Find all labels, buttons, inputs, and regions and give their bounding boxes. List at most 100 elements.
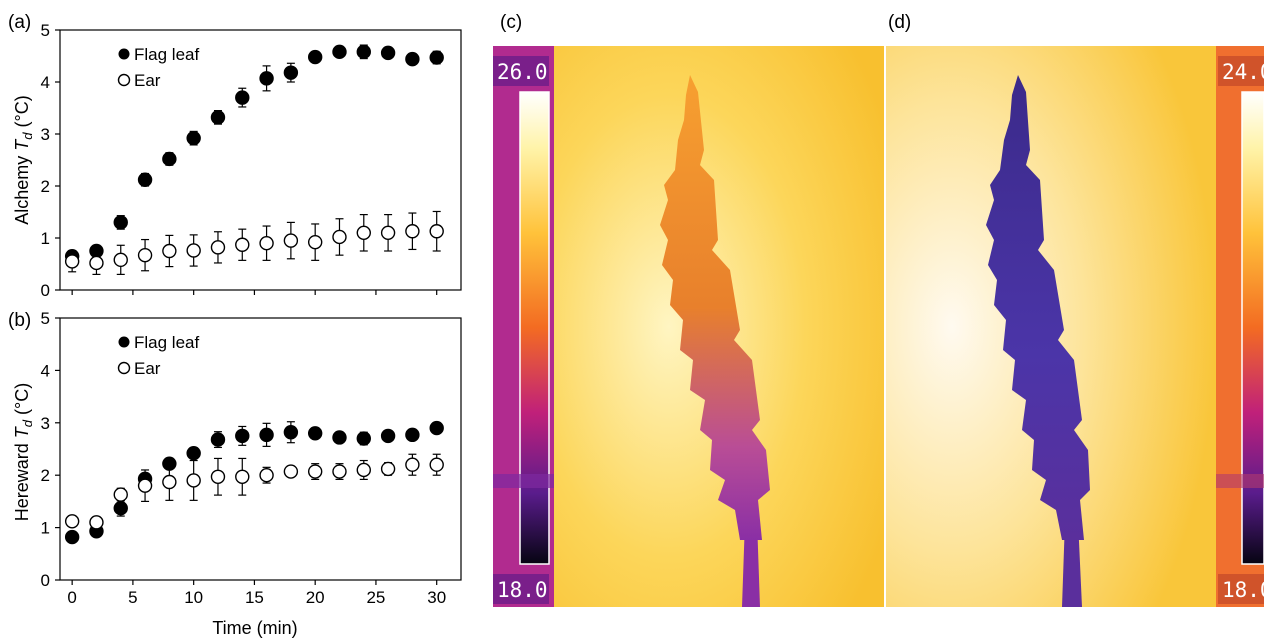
legend-a-ear-marker xyxy=(117,73,131,87)
x-tick-label: 0 xyxy=(67,588,76,607)
legend-b-flag-leaf-label: Flag leaf xyxy=(134,333,199,352)
point-ear xyxy=(210,469,226,484)
point-ear xyxy=(259,468,274,483)
point-flag-leaf xyxy=(429,420,444,436)
point-flag-leaf xyxy=(186,130,201,146)
point-ear xyxy=(235,237,250,252)
point-flag-leaf xyxy=(283,425,299,440)
point-flag-leaf xyxy=(332,44,347,60)
point-flag-leaf xyxy=(380,45,396,61)
y-tick-label: 0 xyxy=(41,281,50,300)
panel-label-a: (a) xyxy=(8,12,31,33)
point-ear xyxy=(307,234,323,250)
point-flag-leaf xyxy=(162,456,177,471)
point-ear xyxy=(332,464,347,479)
x-tick-label: 25 xyxy=(366,588,385,607)
point-ear xyxy=(356,225,371,241)
point-flag-leaf xyxy=(429,50,444,65)
point-ear xyxy=(113,487,128,502)
point-flag-leaf xyxy=(259,71,274,86)
point-ear xyxy=(283,233,299,248)
point-flag-leaf xyxy=(405,427,420,443)
points-b xyxy=(64,420,444,545)
point-ear xyxy=(429,457,444,472)
legend-b-flag-leaf-marker xyxy=(118,336,130,348)
point-ear xyxy=(235,469,250,484)
point-ear xyxy=(332,229,347,245)
point-flag-leaf xyxy=(259,427,274,443)
point-flag-leaf xyxy=(380,428,396,444)
plot-frame-a xyxy=(59,29,462,291)
point-flag-leaf xyxy=(332,430,347,445)
chart-b: (b) 0 1 2 3 4 5 0 5 10 15 20 25 30 Flag leaf Ear Her… xyxy=(8,309,462,638)
colorbar-min-box-c xyxy=(493,574,549,604)
point-ear xyxy=(429,224,444,239)
colorbar-min-d: 18.0 xyxy=(1222,578,1264,602)
legend-b: Flag leaf Ear xyxy=(117,333,199,378)
colorbar-c xyxy=(519,91,550,565)
stripe-d xyxy=(1216,474,1264,488)
point-ear xyxy=(380,225,396,241)
point-ear xyxy=(89,255,104,271)
point-ear xyxy=(405,457,420,472)
point-flag-leaf xyxy=(307,49,323,65)
y-tick-label: 1 xyxy=(41,229,50,248)
point-flag-leaf xyxy=(113,501,128,516)
point-flag-leaf xyxy=(113,215,128,230)
point-flag-leaf xyxy=(235,428,250,444)
point-ear xyxy=(186,473,201,488)
point-flag-leaf xyxy=(186,445,201,461)
legend-a-flag-leaf-label: Flag leaf xyxy=(134,45,199,64)
point-ear xyxy=(380,461,396,477)
legend-a-ear-label: Ear xyxy=(134,71,161,90)
point-flag-leaf xyxy=(283,65,299,80)
point-flag-leaf xyxy=(89,243,104,259)
wheat-ear-d xyxy=(986,75,1090,540)
plot-frame-b xyxy=(59,317,462,581)
point-flag-leaf xyxy=(64,529,80,545)
point-ear xyxy=(356,462,371,478)
point-flag-leaf xyxy=(137,172,153,187)
point-ear xyxy=(162,243,177,259)
point-flag-leaf xyxy=(405,51,420,67)
x-axis-title: Time (min) xyxy=(212,618,297,638)
point-flag-leaf xyxy=(210,432,226,447)
point-ear xyxy=(283,464,299,479)
chart-a: (a) 0 1 2 3 4 5 Flag leaf Ear Alchemy Td (°C) xyxy=(8,12,462,300)
panel-label-d: (d) xyxy=(888,12,911,33)
point-ear xyxy=(137,478,153,493)
point-ear xyxy=(307,464,323,479)
y-tick-label: 0 xyxy=(41,571,50,590)
y-tick-label: 3 xyxy=(41,125,50,144)
y-tick-label: 2 xyxy=(41,177,50,196)
y-axis-title-b: Hereward Td (°C) xyxy=(12,383,35,521)
x-tick-label: 5 xyxy=(128,588,137,607)
panel-label-b: (b) xyxy=(8,310,31,331)
point-ear xyxy=(137,247,153,263)
point-flag-leaf xyxy=(356,44,371,60)
y-tick-label: 4 xyxy=(41,73,50,92)
colorbar-max-c: 26.0 xyxy=(497,60,548,84)
wheat-ear-c xyxy=(660,75,770,540)
point-flag-leaf xyxy=(307,426,323,441)
axes-a: 0 1 2 3 4 5 xyxy=(41,21,462,300)
thermal-image-c: (c) 26.0 18.0 xyxy=(493,12,884,607)
wheat-stem-c xyxy=(742,520,760,607)
x-tick-label: 15 xyxy=(245,588,264,607)
point-flag-leaf xyxy=(235,90,250,105)
colorbar-min-box-d xyxy=(1218,574,1264,604)
point-ear xyxy=(113,252,128,268)
legend-a-flag-leaf-marker xyxy=(118,48,130,60)
point-flag-leaf xyxy=(210,110,226,125)
x-tick-label: 10 xyxy=(184,588,203,607)
point-ear xyxy=(186,243,201,258)
thermal-image-d: (d) 24.0 18.0 xyxy=(886,12,1264,607)
colorbar-max-box-c xyxy=(493,56,549,86)
x-tick-label: 30 xyxy=(427,588,446,607)
point-ear xyxy=(162,474,177,490)
y-tick-label: 5 xyxy=(41,21,50,40)
point-ear xyxy=(64,254,80,269)
point-ear xyxy=(405,224,420,239)
panel-label-c: (c) xyxy=(500,12,522,33)
